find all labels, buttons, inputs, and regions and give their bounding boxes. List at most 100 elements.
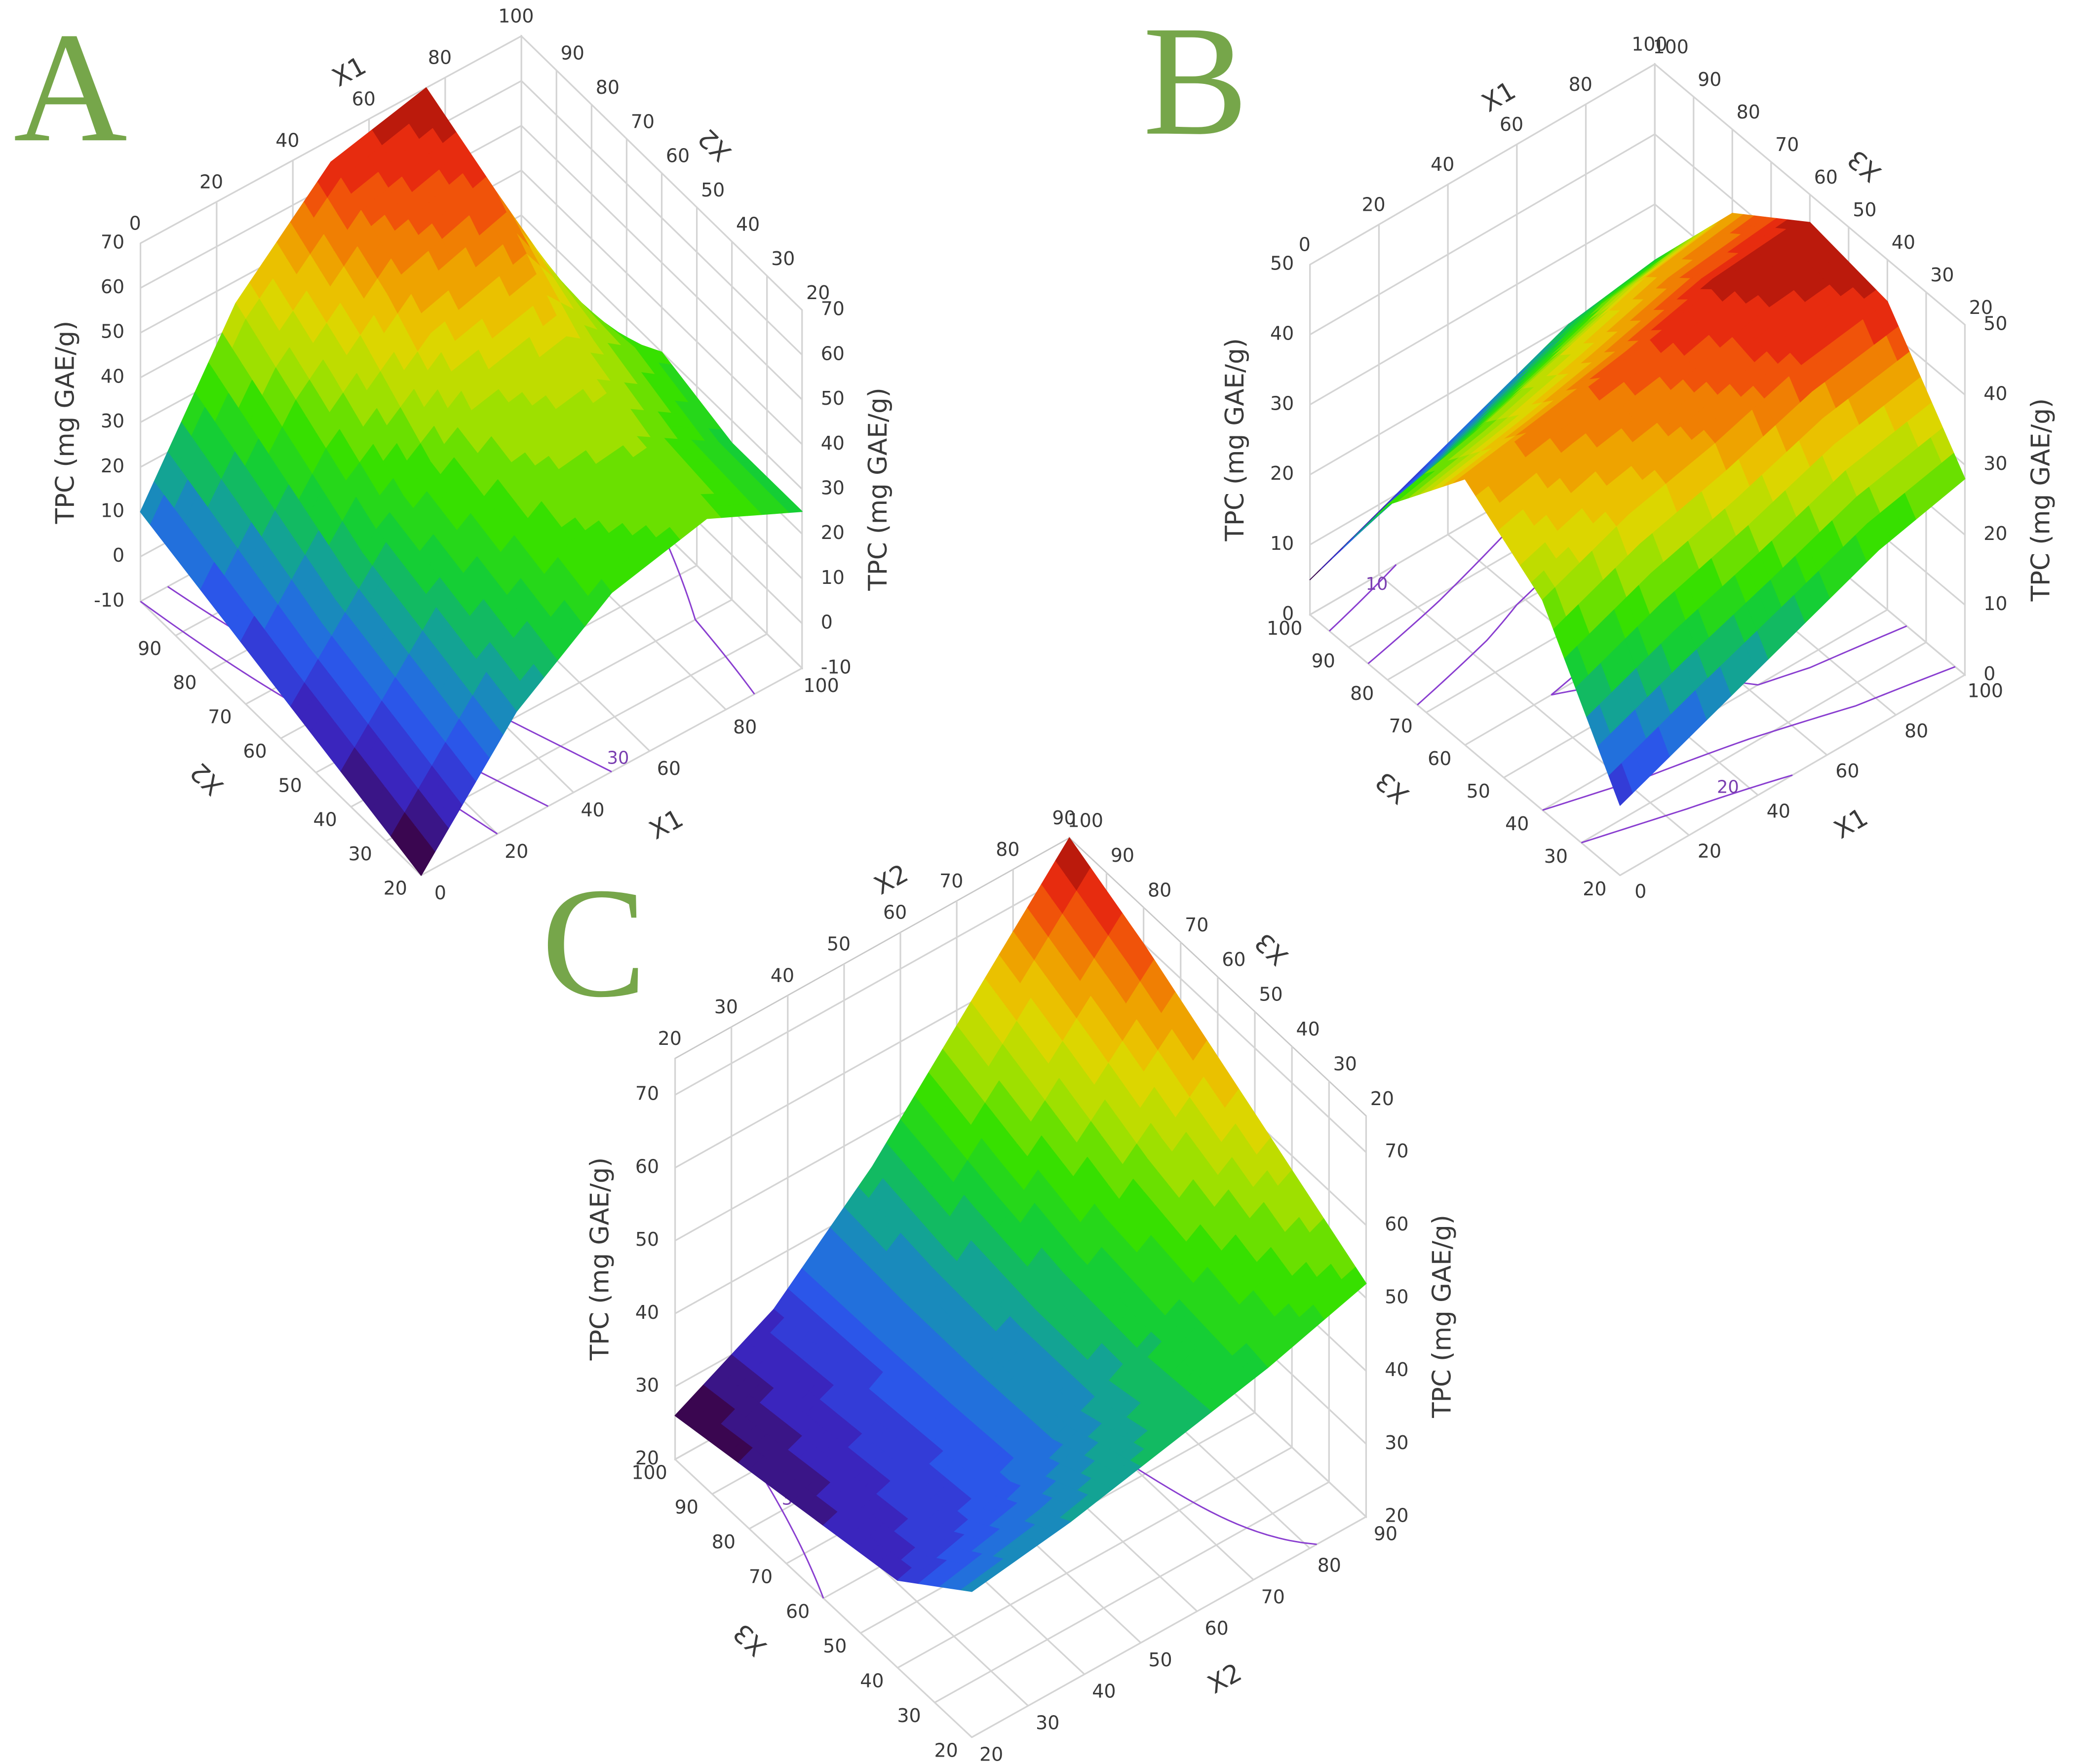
z-tick-label: 30 bbox=[1385, 1432, 1408, 1454]
y-tick-label: 30 bbox=[1544, 845, 1568, 867]
y-tick-label: 30 bbox=[897, 1705, 921, 1726]
x-axis-label: X1 bbox=[327, 51, 371, 93]
y-axis-label: X3 bbox=[1249, 927, 1294, 971]
panel-label: C bbox=[542, 855, 647, 1030]
y-tick-label: 80 bbox=[1148, 879, 1171, 901]
y-tick-label: 80 bbox=[173, 672, 196, 693]
z-tick-label: 60 bbox=[101, 276, 124, 298]
y-tick-label: 100 bbox=[1068, 810, 1103, 832]
contour-label: 10 bbox=[1366, 574, 1388, 594]
z-axis-label: TPC (mg GAE/g) bbox=[585, 1157, 615, 1361]
surface-patch bbox=[1608, 763, 1633, 806]
y-tick-label: 60 bbox=[786, 1601, 810, 1622]
x-tick-label: 80 bbox=[1904, 720, 1928, 742]
panel-label: A bbox=[13, 0, 127, 175]
z-axis-label: TPC (mg GAE/g) bbox=[1220, 338, 1250, 541]
z-tick-label: -10 bbox=[94, 589, 124, 611]
z-tick-label: 50 bbox=[1983, 312, 2007, 334]
y-tick-label: 40 bbox=[313, 809, 337, 831]
y-tick-label: 40 bbox=[1296, 1018, 1320, 1040]
z-tick-label: 60 bbox=[821, 343, 845, 364]
z-tick-label: 50 bbox=[1385, 1286, 1408, 1308]
y-tick-label: 50 bbox=[823, 1635, 847, 1657]
x-tick-label: 40 bbox=[771, 964, 794, 986]
x-tick-label: 60 bbox=[1500, 114, 1523, 135]
grid-line bbox=[1309, 63, 1656, 266]
y-tick-label: 80 bbox=[596, 77, 620, 98]
z-tick-label: 60 bbox=[635, 1155, 659, 1177]
x-tick-label: 80 bbox=[1569, 74, 1592, 95]
x-tick-label: 50 bbox=[827, 933, 851, 955]
z-tick-label: 70 bbox=[1385, 1140, 1408, 1162]
x-tick-label: 40 bbox=[1767, 800, 1790, 822]
grid-line bbox=[1309, 203, 1656, 406]
x-tick-label: 40 bbox=[1431, 153, 1454, 175]
y-axis-label: X3 bbox=[1370, 766, 1415, 810]
grid-line bbox=[521, 125, 803, 400]
grid-line bbox=[521, 170, 803, 445]
surface bbox=[140, 87, 803, 876]
surface bbox=[1309, 213, 1966, 806]
x-tick-label: 60 bbox=[1835, 760, 1859, 782]
z-tick-label: 30 bbox=[1983, 453, 2007, 474]
grid-line bbox=[934, 1481, 1330, 1703]
x-tick-label: 0 bbox=[129, 212, 141, 234]
x-tick-label: 20 bbox=[1361, 193, 1385, 215]
x-tick-label: 40 bbox=[581, 799, 604, 821]
grid-line bbox=[1654, 63, 1966, 326]
x-tick-label: 0 bbox=[1299, 234, 1311, 256]
y-tick-label: 90 bbox=[1312, 650, 1335, 672]
z-tick-label: 20 bbox=[1983, 523, 2007, 544]
z-tick-label: 40 bbox=[1983, 383, 2007, 404]
z-tick-label: 10 bbox=[821, 567, 845, 588]
z-tick-label: -10 bbox=[821, 656, 852, 678]
y-tick-label: 100 bbox=[631, 1461, 667, 1483]
y-tick-label: 70 bbox=[1185, 914, 1208, 936]
y-tick-label: 50 bbox=[701, 179, 725, 201]
y-tick-label: 20 bbox=[1583, 878, 1606, 900]
x-tick-label: 90 bbox=[1052, 807, 1076, 829]
grid-line bbox=[140, 35, 522, 244]
x-tick-label: 100 bbox=[1968, 680, 2003, 702]
y-tick-label: 20 bbox=[1370, 1088, 1394, 1110]
surface-panel: 2020303040405050606070708080909020203030… bbox=[542, 807, 1457, 1764]
y-tick-label: 20 bbox=[1969, 297, 1993, 318]
y-tick-label: 20 bbox=[806, 282, 830, 304]
y-tick-label: 70 bbox=[1775, 134, 1799, 155]
x-tick-label: 90 bbox=[1374, 1523, 1397, 1545]
surface-patch bbox=[961, 1579, 987, 1592]
y-tick-label: 60 bbox=[1814, 166, 1838, 188]
y-tick-label: 90 bbox=[1698, 69, 1721, 90]
z-tick-label: 0 bbox=[1983, 663, 1995, 685]
y-axis-label: X2 bbox=[185, 757, 230, 801]
z-tick-label: 50 bbox=[635, 1228, 659, 1250]
z-tick-label: 20 bbox=[1385, 1505, 1408, 1527]
x-tick-label: 80 bbox=[733, 716, 757, 738]
x-tick-label: 60 bbox=[657, 758, 681, 779]
x-tick-label: 100 bbox=[1631, 34, 1667, 55]
z-tick-label: 40 bbox=[1385, 1359, 1408, 1381]
y-tick-label: 40 bbox=[860, 1670, 884, 1692]
x-tick-label: 60 bbox=[883, 902, 907, 923]
grid-line bbox=[674, 874, 1070, 1096]
z-tick-label: 50 bbox=[821, 387, 845, 409]
y-tick-label: 30 bbox=[349, 843, 372, 865]
x-tick-label: 30 bbox=[1036, 1712, 1059, 1734]
z-tick-label: 40 bbox=[635, 1302, 659, 1323]
z-tick-label: 30 bbox=[821, 477, 845, 499]
z-tick-label: 60 bbox=[1385, 1213, 1408, 1235]
y-axis-label: X2 bbox=[693, 123, 737, 167]
x-tick-label: 20 bbox=[979, 1743, 1003, 1764]
y-tick-label: 60 bbox=[666, 145, 690, 167]
z-tick-label: 0 bbox=[113, 544, 124, 566]
y-tick-label: 90 bbox=[138, 638, 161, 659]
x-axis-label: X2 bbox=[1203, 1657, 1247, 1700]
x-tick-label: 30 bbox=[714, 996, 738, 1018]
grid-line bbox=[971, 1516, 1367, 1738]
x-axis-label: X1 bbox=[1829, 803, 1873, 845]
x-tick-label: 50 bbox=[1148, 1649, 1172, 1671]
z-tick-label: 30 bbox=[1270, 392, 1294, 414]
y-tick-label: 70 bbox=[1389, 715, 1413, 737]
y-tick-label: 100 bbox=[1653, 36, 1689, 58]
y-tick-label: 80 bbox=[1350, 683, 1374, 704]
